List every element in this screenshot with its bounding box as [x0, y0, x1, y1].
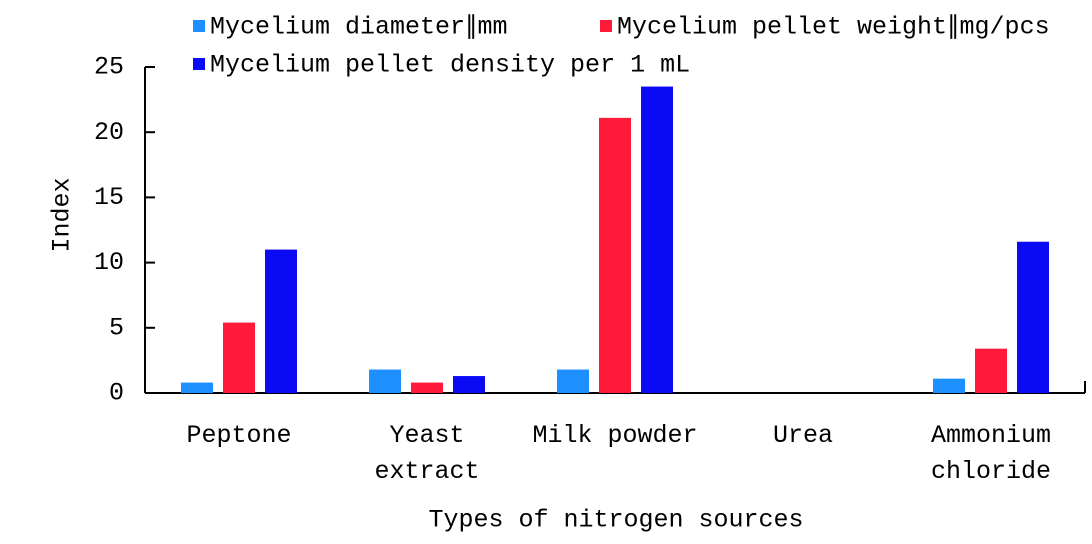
bar: [181, 382, 213, 393]
legend-label: Mycelium pellet density per 1 mL: [210, 51, 690, 80]
y-tick-label: 15: [94, 183, 124, 212]
bar: [369, 369, 401, 393]
x-axis-title: Types of nitrogen sources: [428, 506, 803, 535]
x-tick-label: Milk powder: [532, 421, 697, 450]
y-tick-label: 25: [94, 53, 124, 82]
bar: [933, 378, 965, 393]
bar: [411, 382, 443, 393]
legend-swatch: [600, 20, 612, 32]
bar: [1017, 241, 1049, 393]
legend-label: Mycelium pellet weight∥mg/pcs: [617, 13, 1050, 42]
legend-label: Mycelium diameter∥mm: [210, 13, 508, 42]
bar: [453, 376, 485, 393]
x-tick-label: Yeast extract: [374, 421, 479, 486]
y-tick-label: 0: [109, 379, 124, 408]
x-tick-label: Urea: [773, 421, 833, 450]
bar: [223, 322, 255, 393]
bar: [265, 249, 297, 393]
y-tick-label: 5: [109, 313, 124, 342]
y-axis-title: Index: [48, 177, 77, 252]
x-tick-label: Peptone: [186, 421, 291, 450]
bar: [557, 369, 589, 393]
y-tick-label: 20: [94, 118, 124, 147]
y-tick-label: 10: [94, 248, 124, 277]
legend-swatch: [193, 58, 205, 70]
legend-swatch: [193, 20, 205, 32]
bar: [975, 348, 1007, 393]
bar: [641, 86, 673, 393]
bar: [599, 117, 631, 393]
x-tick-label: Ammonium chloride: [931, 421, 1051, 486]
